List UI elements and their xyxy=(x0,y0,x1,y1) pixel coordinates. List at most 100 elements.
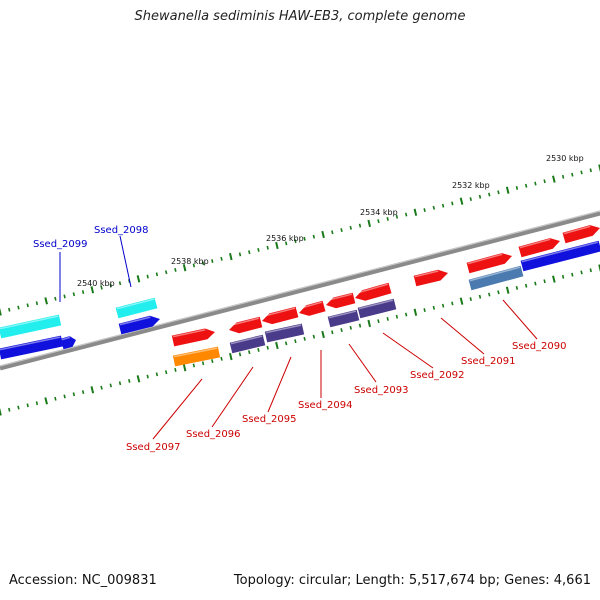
inner-scale-tick xyxy=(192,363,196,368)
inner-scale-tick xyxy=(146,374,149,379)
scale-label-2532: 2532 kbp xyxy=(452,181,490,190)
inner-scale-tick xyxy=(266,345,269,350)
leader-ssed-2093 xyxy=(348,343,377,383)
gene-forward-red-2 xyxy=(518,238,560,258)
inner-scale-tick xyxy=(164,370,168,375)
inner-scale-tick xyxy=(488,292,491,297)
gene-forward-red-1 xyxy=(466,253,512,274)
gene-forward-red-3-highlight xyxy=(563,225,591,235)
outer-scale-tick xyxy=(284,241,288,246)
gene-forward-red-4-highlight xyxy=(414,270,439,278)
outer-scale-tick xyxy=(294,239,297,244)
scale-ticks-outer xyxy=(0,164,600,316)
leader-ssed-2096 xyxy=(211,366,254,428)
inner-scale-tick xyxy=(571,272,574,277)
inner-scale-tick xyxy=(524,283,528,288)
inner-scale-tick xyxy=(377,319,380,324)
gene-ssed-2099 xyxy=(0,314,62,339)
inner-scale-tick xyxy=(284,341,288,346)
inner-scale-tick xyxy=(44,397,48,405)
gene-reverse-red-2 xyxy=(326,292,356,309)
inner-scale-tick xyxy=(0,408,2,416)
inner-scale-tick xyxy=(386,317,389,321)
inner-scale-tick xyxy=(321,330,325,339)
outer-scale-tick xyxy=(211,259,214,263)
gene-ssed-2097-highlight xyxy=(174,347,218,358)
gene-ssed-2093-highlight xyxy=(328,310,357,319)
gene-forward-red-4 xyxy=(413,269,448,287)
outer-scale-tick xyxy=(367,219,371,228)
outer-scale-tick xyxy=(174,268,177,272)
gene-inner-steel-1-highlight xyxy=(469,266,521,282)
inner-scale-tick xyxy=(155,372,159,377)
gene-label-ssed-2097: Ssed_2097 xyxy=(126,442,181,453)
outer-scale-tick xyxy=(72,292,76,297)
gene-blue-fwd-3 xyxy=(60,336,76,350)
gene-label-ssed-2098: Ssed_2098 xyxy=(94,225,149,236)
outer-scale-tick xyxy=(220,256,223,261)
gene-ssed-2092-highlight xyxy=(358,299,394,310)
inner-scale-tick xyxy=(589,268,592,273)
inner-scale-tick xyxy=(459,297,464,305)
outer-scale-tick xyxy=(552,175,556,183)
gene-ssed-2098 xyxy=(115,297,158,319)
outer-scale-tick xyxy=(561,174,565,179)
inner-scale-tick xyxy=(248,350,251,355)
inner-scale-tick xyxy=(505,286,510,294)
outer-scale-tick xyxy=(386,217,389,221)
outer-scale-tick xyxy=(100,285,103,290)
inner-scale-tick xyxy=(561,274,565,279)
inner-scale-tick xyxy=(331,330,334,335)
outer-scale-tick xyxy=(303,236,306,241)
outer-scale-tick xyxy=(534,181,537,186)
gene-forward-red-2-highlight xyxy=(519,238,551,249)
genome-backbone-highlight xyxy=(0,210,600,367)
outer-scale-tick xyxy=(543,179,546,184)
leader-ssed-2091 xyxy=(440,317,485,355)
gene-label-ssed-2095: Ssed_2095 xyxy=(242,414,297,425)
outer-scale-tick xyxy=(441,203,445,208)
inner-scale-tick xyxy=(136,375,141,383)
gene-label-ssed-2091: Ssed_2091 xyxy=(461,356,516,367)
outer-scale-tick xyxy=(248,250,251,255)
inner-scale-tick xyxy=(26,403,29,408)
gene-ssed-2096 xyxy=(229,334,266,354)
outer-scale-tick xyxy=(229,252,233,261)
outer-scale-tick xyxy=(340,228,343,232)
gene-blue-fwd-1 xyxy=(118,315,160,335)
outer-scale-tick xyxy=(469,197,472,201)
outer-scale-tick xyxy=(358,223,362,228)
outer-scale-tick xyxy=(109,283,112,288)
gene-blue-fwd-3-highlight xyxy=(61,336,71,341)
gene-label-ssed-2094: Ssed_2094 xyxy=(298,400,353,411)
gene-ssed-2092 xyxy=(357,298,397,319)
outer-scale-tick xyxy=(257,248,260,252)
outer-scale-tick xyxy=(54,296,57,301)
inner-scale-tick xyxy=(63,394,66,399)
map-title: Shewanella sediminis HAW-EB3, complete g… xyxy=(134,9,466,24)
gene-reverse-red-1 xyxy=(355,282,392,301)
accession-text: Accession: NC_009831 xyxy=(9,573,157,588)
gene-ssed-2096-highlight xyxy=(230,335,263,345)
inner-scale-tick xyxy=(497,290,500,295)
outer-scale-tick xyxy=(598,164,600,172)
inner-scale-tick xyxy=(349,325,352,330)
inner-scale-tick xyxy=(100,385,103,390)
inner-scale-tick xyxy=(90,386,95,394)
scale-label-2538: 2538 kbp xyxy=(171,257,209,266)
outer-scale-tick xyxy=(155,272,159,277)
outer-scale-tick xyxy=(312,234,316,239)
inner-scale-tick xyxy=(128,379,131,383)
scale-label-2534: 2534 kbp xyxy=(360,208,398,217)
genome-summary-text: Topology: circular; Length: 5,517,674 bp… xyxy=(233,573,591,588)
gene-label-ssed-2090: Ssed_2090 xyxy=(512,341,567,352)
gene-label-ssed-2099: Ssed_2099 xyxy=(33,239,88,250)
gene-blue-fwd-1-highlight xyxy=(119,316,151,326)
inner-scale-tick xyxy=(515,286,519,290)
inner-scale-tick xyxy=(432,305,436,310)
gene-label-ssed-2093: Ssed_2093 xyxy=(354,385,409,396)
outer-scale-tick xyxy=(580,170,583,175)
inner-scale-tick xyxy=(109,383,112,388)
outer-scale-tick xyxy=(478,194,482,199)
outer-scale-tick xyxy=(589,168,592,173)
